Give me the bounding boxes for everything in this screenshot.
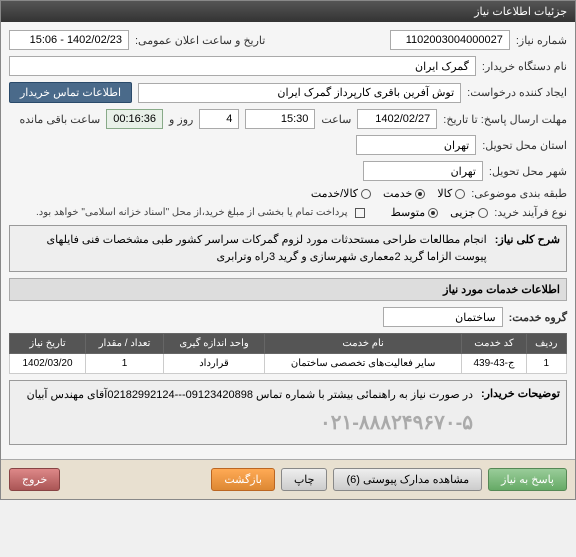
radio-medium [428,208,438,218]
description-label: شرح کلی نیاز: [495,232,560,265]
th-2: نام خدمت [264,334,461,354]
payment-checkbox [355,208,365,218]
need-number-value: 1102003004000027 [390,30,510,50]
days-label: روز و [169,113,193,126]
description-text: انجام مطالعات طراحی مستحدثات مورد لزوم گ… [16,232,487,265]
contact-info-button[interactable]: اطلاعات تماس خریدار [9,82,132,103]
td-1: ج-43-439 [462,354,526,374]
buyer-value: گمرک ایران [9,56,476,76]
province-label: استان محل تحویل: [482,139,567,152]
footer: پاسخ به نیاز مشاهده مدارک پیوستی (6) چاپ… [1,459,575,499]
exit-button[interactable]: خروج [9,468,60,491]
radio-both-label: کالا/خدمت [311,187,358,200]
radio-both [361,189,371,199]
td-4: 1 [86,354,164,374]
deadline-date: 1402/02/27 [357,109,437,129]
comments-text: در صورت نیاز به راهنمائی بیشتر با شماره … [16,387,473,404]
attachments-button[interactable]: مشاهده مدارک پیوستی (6) [333,468,482,491]
td-5: 1402/03/20 [10,354,86,374]
radio-small [478,208,488,218]
row-requester: ایجاد کننده درخواست: توش آفرین باقری کار… [9,82,567,103]
comments-label: توضیحات خریدار: [481,387,560,438]
row-buyer: نام دستگاه خریدار: گمرک ایران [9,56,567,76]
title-bar: جزئیات اطلاعات نیاز [1,1,575,22]
buyer-label: نام دستگاه خریدار: [482,60,567,73]
row-deadline: مهلت ارسال پاسخ: تا تاریخ: 1402/02/27 سا… [9,109,567,129]
group-value: ساختمان [383,307,503,327]
radio-small-label: جزیی [450,206,475,219]
deadline-time: 15:30 [245,109,315,129]
back-button[interactable]: بازگشت [211,468,275,491]
print-button[interactable]: چاپ [281,468,328,491]
radio-small-item[interactable]: جزیی [450,206,488,219]
radio-medium-item[interactable]: متوسط [391,206,439,219]
th-4: تعداد / مقدار [86,334,164,354]
th-0: ردیف [526,334,566,354]
th-5: تاریخ نیاز [10,334,86,354]
subject-type-label: طبقه بندی موضوعی: [471,187,567,200]
city-label: شهر محل تحویل: [489,165,567,178]
remaining-label: ساعت باقی مانده [19,113,100,126]
radio-medium-label: متوسط [391,206,426,219]
row-process: نوع فرآیند خرید: جزیی متوسط پرداخت تمام … [9,206,567,219]
footer-right: پاسخ به نیاز مشاهده مدارک پیوستی (6) چاپ… [211,468,567,491]
row-group: گروه خدمت: ساختمان [9,307,567,327]
content-area: شماره نیاز: 1102003004000027 تاریخ و ساع… [1,22,575,459]
deadline-label: مهلت ارسال پاسخ: تا تاریخ: [443,113,567,126]
description-box: شرح کلی نیاز: انجام مطالعات طراحی مستحدث… [9,225,567,272]
radio-kala-label: کالا [437,187,452,200]
province-value: تهران [356,135,476,155]
payment-check-item[interactable]: پرداخت تمام یا بخشی از مبلغ خرید،از محل … [36,207,365,218]
td-2: سایر فعالیت‌های تخصصی ساختمان [264,354,461,374]
services-section-header: اطلاعات خدمات مورد نیاز [9,278,567,301]
group-label: گروه خدمت: [509,311,567,324]
process-label: نوع فرآیند خرید: [494,206,567,219]
need-details-window: جزئیات اطلاعات نیاز شماره نیاز: 11020030… [0,0,576,500]
td-3: قرارداد [164,354,265,374]
radio-service [415,189,425,199]
city-value: تهران [363,161,483,181]
payment-checkbox-label: پرداخت تمام یا بخشی از مبلغ خرید،از محل … [36,207,348,218]
row-province: استان محل تحویل: تهران [9,135,567,155]
countdown-timer: 00:16:36 [106,109,163,129]
respond-button[interactable]: پاسخ به نیاز [488,468,567,491]
row-subject-type: طبقه بندی موضوعی: کالا خدمت کالا/خدمت [9,187,567,200]
td-0: 1 [526,354,566,374]
radio-service-item[interactable]: خدمت [383,187,425,200]
services-table: ردیف کد خدمت نام خدمت واحد اندازه گیری ت… [9,333,567,374]
window-title: جزئیات اطلاعات نیاز [474,6,567,18]
process-radio-group: جزیی متوسط [391,206,489,219]
radio-kala-item[interactable]: کالا [437,187,465,200]
announce-label: تاریخ و ساعت اعلان عمومی: [135,34,265,47]
th-1: کد خدمت [462,334,526,354]
comments-phone: ۰۲۱-۸۸۸۲۴۹۶۷۰-۵ [16,408,473,438]
time-label-1: ساعت [321,113,351,126]
footer-left: خروج [9,468,60,491]
comments-box: توضیحات خریدار: در صورت نیاز به راهنمائی… [9,380,567,445]
days-value: 4 [199,109,239,129]
need-number-label: شماره نیاز: [516,34,567,47]
subject-radio-group: کالا خدمت کالا/خدمت [311,187,465,200]
comments-content: در صورت نیاز به راهنمائی بیشتر با شماره … [16,387,473,438]
requester-value: توش آفرین باقری کارپرداز گمرک ایران [138,83,461,103]
radio-kala [455,189,465,199]
row-need-number: شماره نیاز: 1102003004000027 تاریخ و ساع… [9,30,567,50]
th-3: واحد اندازه گیری [164,334,265,354]
table-row[interactable]: 1 ج-43-439 سایر فعالیت‌های تخصصی ساختمان… [10,354,567,374]
table-header-row: ردیف کد خدمت نام خدمت واحد اندازه گیری ت… [10,334,567,354]
row-city: شهر محل تحویل: تهران [9,161,567,181]
requester-label: ایجاد کننده درخواست: [467,86,567,99]
announce-value: 1402/02/23 - 15:06 [9,30,129,50]
radio-both-item[interactable]: کالا/خدمت [311,187,371,200]
radio-service-label: خدمت [383,187,412,200]
